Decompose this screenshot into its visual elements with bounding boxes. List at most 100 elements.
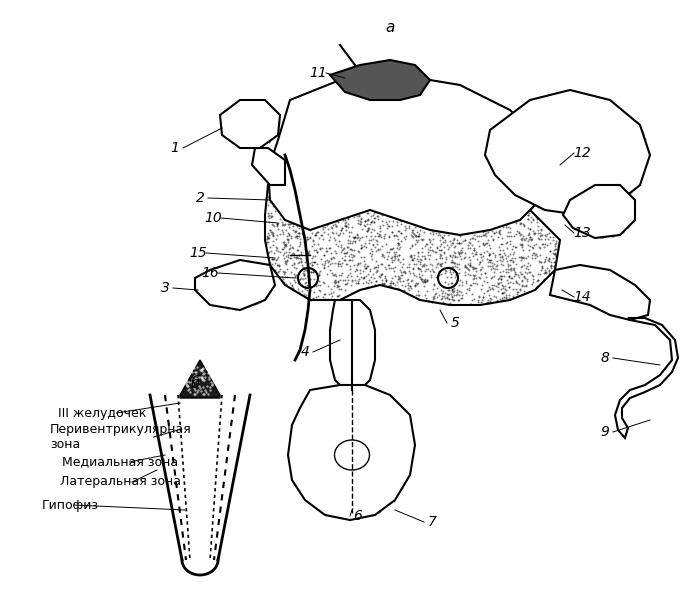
Point bbox=[326, 103, 337, 112]
Point bbox=[318, 196, 330, 206]
Point bbox=[508, 119, 519, 129]
Point bbox=[574, 202, 585, 212]
Point bbox=[430, 104, 441, 114]
Point bbox=[321, 93, 332, 102]
Point bbox=[517, 125, 528, 135]
Point bbox=[430, 222, 442, 231]
Point bbox=[340, 180, 351, 189]
Point bbox=[273, 156, 284, 166]
Point bbox=[568, 194, 580, 203]
Point bbox=[404, 189, 415, 199]
Point bbox=[449, 216, 460, 225]
Point bbox=[356, 493, 368, 502]
Point bbox=[442, 199, 453, 209]
Point bbox=[225, 115, 236, 125]
Point bbox=[272, 182, 283, 191]
Point bbox=[608, 230, 619, 239]
Point bbox=[325, 233, 336, 242]
Point bbox=[359, 108, 370, 118]
Point bbox=[382, 86, 393, 96]
Point bbox=[341, 488, 352, 498]
Point bbox=[606, 106, 617, 115]
Point bbox=[430, 134, 441, 144]
Point bbox=[353, 300, 364, 310]
Point bbox=[305, 473, 316, 483]
Point bbox=[566, 163, 577, 172]
Point bbox=[472, 279, 483, 289]
Text: 5: 5 bbox=[451, 316, 459, 330]
Point bbox=[354, 459, 365, 468]
Point bbox=[615, 123, 626, 132]
Point bbox=[523, 209, 534, 218]
Point bbox=[408, 115, 419, 125]
Point bbox=[267, 165, 279, 175]
Point bbox=[556, 108, 567, 118]
Point bbox=[436, 258, 447, 268]
Point bbox=[477, 198, 488, 208]
Point bbox=[447, 105, 458, 114]
Point bbox=[498, 208, 509, 218]
Point bbox=[333, 108, 344, 117]
Point bbox=[309, 166, 321, 176]
Point bbox=[624, 156, 635, 166]
Point bbox=[462, 212, 473, 222]
Point bbox=[526, 202, 537, 212]
Point bbox=[366, 154, 377, 163]
Point bbox=[300, 290, 312, 300]
Point bbox=[373, 166, 384, 176]
Point bbox=[547, 114, 559, 124]
Point bbox=[260, 121, 271, 131]
Point bbox=[367, 167, 378, 177]
Point bbox=[245, 282, 256, 292]
Point bbox=[346, 160, 358, 169]
Point bbox=[313, 137, 324, 147]
Point bbox=[462, 114, 473, 123]
Point bbox=[449, 296, 460, 305]
Point bbox=[510, 190, 522, 200]
Point bbox=[591, 189, 602, 199]
Point bbox=[313, 197, 324, 207]
Point bbox=[273, 204, 284, 214]
Point bbox=[353, 478, 364, 487]
Point bbox=[259, 274, 270, 284]
Point bbox=[442, 279, 454, 289]
Point bbox=[542, 104, 554, 114]
Point bbox=[571, 102, 582, 112]
Point bbox=[459, 83, 470, 93]
Point bbox=[337, 398, 348, 407]
Point bbox=[456, 168, 467, 177]
Point bbox=[287, 151, 298, 161]
Point bbox=[297, 229, 308, 239]
Point bbox=[410, 231, 421, 240]
Point bbox=[473, 182, 484, 191]
Point bbox=[295, 468, 307, 478]
Point bbox=[578, 135, 589, 144]
Point bbox=[332, 433, 344, 443]
Point bbox=[516, 254, 527, 263]
Point bbox=[567, 207, 578, 217]
Point bbox=[610, 214, 622, 224]
Point bbox=[354, 258, 365, 268]
Point bbox=[463, 141, 475, 150]
Point bbox=[473, 291, 484, 301]
Point bbox=[620, 203, 631, 213]
Point bbox=[236, 131, 247, 141]
Point bbox=[288, 117, 299, 126]
Point bbox=[312, 385, 323, 395]
Point bbox=[449, 216, 460, 225]
Point bbox=[541, 120, 552, 129]
Point bbox=[321, 162, 332, 172]
Point bbox=[530, 122, 541, 132]
Point bbox=[433, 195, 444, 205]
Point bbox=[529, 250, 540, 260]
Point bbox=[406, 79, 417, 89]
Point bbox=[348, 154, 359, 163]
Point bbox=[466, 224, 477, 233]
Point bbox=[301, 191, 312, 201]
Point bbox=[349, 275, 360, 284]
Point bbox=[406, 166, 417, 175]
Point bbox=[474, 176, 485, 186]
Point bbox=[349, 322, 360, 332]
Point bbox=[337, 209, 348, 219]
Point bbox=[444, 221, 456, 230]
